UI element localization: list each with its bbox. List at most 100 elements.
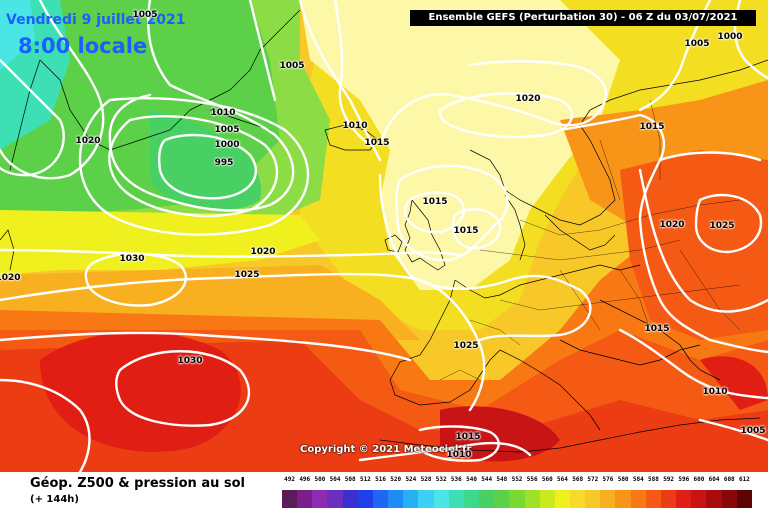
color-swatch	[554, 490, 570, 508]
color-swatch	[494, 490, 510, 508]
legend-footer: Géop. Z500 & pression au sol (+ 144h) 49…	[0, 472, 768, 512]
isobar-label: 1005	[132, 10, 158, 20]
color-swatch	[327, 490, 343, 508]
color-scale-label: 552	[511, 476, 523, 483]
color-scale-label: 604	[708, 476, 720, 483]
color-swatch	[312, 490, 328, 508]
color-swatch	[524, 490, 540, 508]
isobar-label: 1000	[717, 32, 743, 42]
chart-title: Géop. Z500 & pression au sol	[30, 476, 245, 491]
color-swatch	[448, 490, 464, 508]
isobar-label: 1005	[684, 39, 710, 49]
color-scale-label: 560	[541, 476, 553, 483]
color-scale-label: 548	[496, 476, 508, 483]
color-swatch	[585, 490, 601, 508]
color-scale-label: 612	[738, 476, 750, 483]
color-scale-label: 544	[481, 476, 493, 483]
model-run-info: Ensemble GEFS (Perturbation 30) - 06 Z d…	[410, 10, 756, 26]
color-scale-label: 584	[632, 476, 644, 483]
color-scale-label: 516	[375, 476, 386, 483]
isobar-label: 1015	[364, 138, 390, 148]
color-swatch	[615, 490, 631, 508]
color-swatch	[388, 490, 404, 508]
color-swatch	[372, 490, 389, 508]
color-swatch	[569, 490, 586, 508]
copyright-text: Copyright © 2021 Meteociel.fr	[300, 444, 472, 455]
isobar-label: 1005	[214, 125, 240, 135]
color-scale-label: 504	[329, 476, 341, 483]
color-scale-label: 508	[344, 476, 356, 483]
color-swatch	[691, 490, 707, 508]
color-scale-label: 568	[572, 476, 584, 483]
color-scale-label: 500	[314, 476, 326, 483]
isobar-label: 1020	[659, 220, 685, 230]
color-swatch	[418, 490, 434, 508]
color-swatch	[721, 490, 737, 508]
isobar-label: 1015	[453, 226, 479, 236]
color-scale-label: 496	[299, 476, 311, 483]
color-swatch	[282, 490, 298, 508]
isobar-label: 1030	[177, 356, 203, 366]
color-scale-label: 564	[557, 476, 568, 483]
isobar-label: 1000	[214, 140, 240, 150]
color-scale-label: 540	[466, 476, 477, 483]
color-swatch	[630, 490, 646, 508]
isobar-label: 1020	[250, 247, 276, 257]
color-swatch	[479, 490, 495, 508]
color-scale-label: 608	[723, 476, 735, 483]
color-swatch	[645, 490, 661, 508]
color-swatch	[539, 490, 555, 508]
isobar-label: 1020	[75, 136, 101, 146]
color-swatch	[342, 490, 358, 508]
color-scale-label: 592	[663, 476, 675, 483]
color-swatch	[600, 490, 616, 508]
isobar-label: 995	[214, 158, 234, 168]
color-scale-label: 580	[617, 476, 629, 483]
color-swatch	[297, 490, 313, 508]
color-swatch	[509, 490, 525, 508]
isobar-label: 1005	[279, 61, 305, 71]
isobar-label: 1015	[639, 122, 665, 132]
color-swatch	[403, 490, 419, 508]
geopotential-field	[0, 0, 768, 472]
color-scale-label: 532	[435, 476, 447, 483]
isobar-label: 1030	[119, 254, 145, 264]
isobar-label: 1015	[644, 324, 670, 334]
color-swatch	[463, 490, 480, 508]
color-swatch	[736, 490, 752, 508]
isobar-label: 1005	[740, 426, 766, 436]
isobar-label: 1010	[446, 450, 472, 460]
isobar-label: 1010	[702, 387, 728, 397]
isobar-label: 1025	[709, 221, 735, 231]
color-swatch	[433, 490, 449, 508]
isobar-label: 1010	[210, 108, 236, 118]
isobar-label: 1025	[234, 270, 260, 280]
isobar-label: 1025	[453, 341, 479, 351]
isobar-label: 1010	[342, 121, 368, 131]
color-scale-label: 520	[390, 476, 402, 483]
color-swatch	[660, 490, 677, 508]
lead-time: (+ 144h)	[30, 494, 79, 505]
color-scale-label: 572	[587, 476, 599, 483]
weather-map: Vendredi 9 juillet 2021 8:00 locale Ense…	[0, 0, 768, 472]
isobar-label: 1015	[455, 432, 481, 442]
color-scale-labels: 492 496 500 504 508 512 516 520 524 528 532 536 540 5…	[282, 476, 752, 486]
color-scale-label: 556	[526, 476, 538, 483]
color-scale-label: 576	[602, 476, 614, 483]
color-scale-label: 528	[420, 476, 432, 483]
color-scale-label: 512	[359, 476, 371, 483]
color-scale-label: 596	[678, 476, 690, 483]
color-scale-label: 524	[405, 476, 417, 483]
isobar-label: 1020	[515, 94, 541, 104]
isobar-label: 1015	[422, 197, 448, 207]
color-swatch	[676, 490, 692, 508]
color-scale-label: 536	[450, 476, 462, 483]
color-swatch	[706, 490, 722, 508]
color-swatch	[357, 490, 373, 508]
color-scale-label: 492	[284, 476, 295, 483]
color-scale-bar	[282, 490, 752, 508]
color-scale-label: 588	[648, 476, 659, 483]
isobar-label: 1020	[0, 273, 21, 283]
forecast-date: Vendredi 9 juillet 2021	[6, 12, 186, 28]
color-scale-label: 600	[693, 476, 705, 483]
